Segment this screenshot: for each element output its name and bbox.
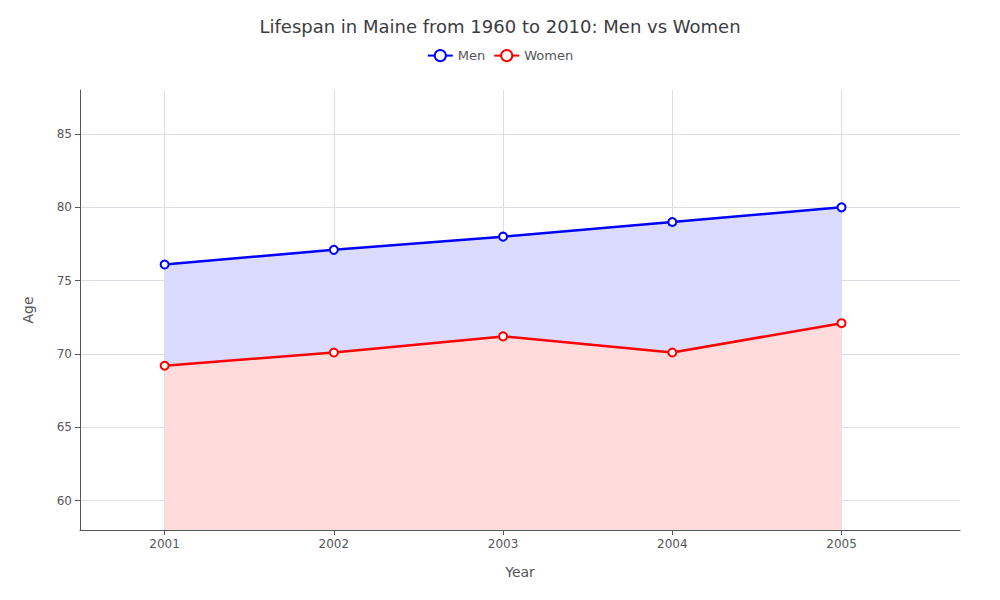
svg-text:Lifespan in Maine from 1960 to: Lifespan in Maine from 1960 to 2010: Men… (259, 16, 740, 37)
svg-text:80: 80 (57, 200, 72, 214)
svg-text:75: 75 (57, 274, 72, 288)
svg-text:60: 60 (57, 494, 72, 508)
svg-text:2004: 2004 (657, 537, 688, 551)
svg-text:2005: 2005 (826, 537, 857, 551)
svg-text:85: 85 (57, 127, 72, 141)
svg-text:2002: 2002 (319, 537, 350, 551)
svg-text:2001: 2001 (149, 537, 180, 551)
svg-text:Men: Men (458, 48, 485, 63)
svg-text:2003: 2003 (488, 537, 519, 551)
svg-text:Women: Women (524, 48, 573, 63)
svg-text:70: 70 (57, 347, 72, 361)
svg-text:Year: Year (504, 564, 535, 580)
svg-text:Age: Age (20, 296, 36, 323)
svg-text:65: 65 (57, 420, 72, 434)
